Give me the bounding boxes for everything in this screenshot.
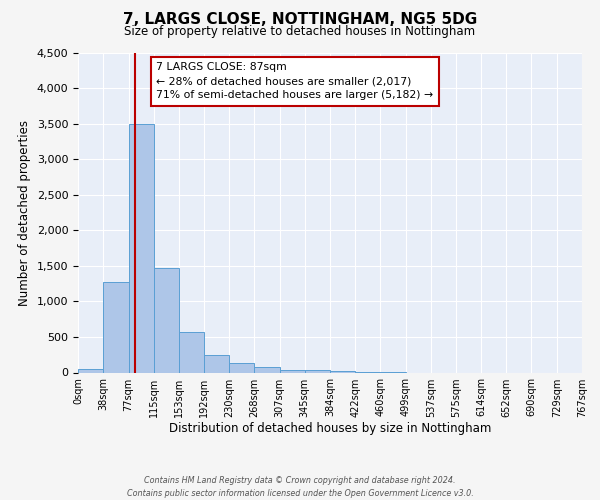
Bar <box>204 355 229 372</box>
Bar <box>78 369 103 372</box>
X-axis label: Distribution of detached houses by size in Nottingham: Distribution of detached houses by size … <box>169 422 491 436</box>
Text: Contains HM Land Registry data © Crown copyright and database right 2024.
Contai: Contains HM Land Registry data © Crown c… <box>127 476 473 498</box>
Bar <box>305 370 331 372</box>
Text: 7, LARGS CLOSE, NOTTINGHAM, NG5 5DG: 7, LARGS CLOSE, NOTTINGHAM, NG5 5DG <box>123 12 477 28</box>
Bar <box>179 332 204 372</box>
Text: 7 LARGS CLOSE: 87sqm
← 28% of detached houses are smaller (2,017)
71% of semi-de: 7 LARGS CLOSE: 87sqm ← 28% of detached h… <box>156 62 433 100</box>
Bar <box>103 282 128 372</box>
Bar <box>229 362 254 372</box>
Bar <box>154 268 179 372</box>
Bar <box>280 370 305 372</box>
Bar <box>128 124 154 372</box>
Text: Size of property relative to detached houses in Nottingham: Size of property relative to detached ho… <box>124 25 476 38</box>
Y-axis label: Number of detached properties: Number of detached properties <box>18 120 31 306</box>
Bar <box>254 367 280 372</box>
Bar <box>331 371 355 372</box>
